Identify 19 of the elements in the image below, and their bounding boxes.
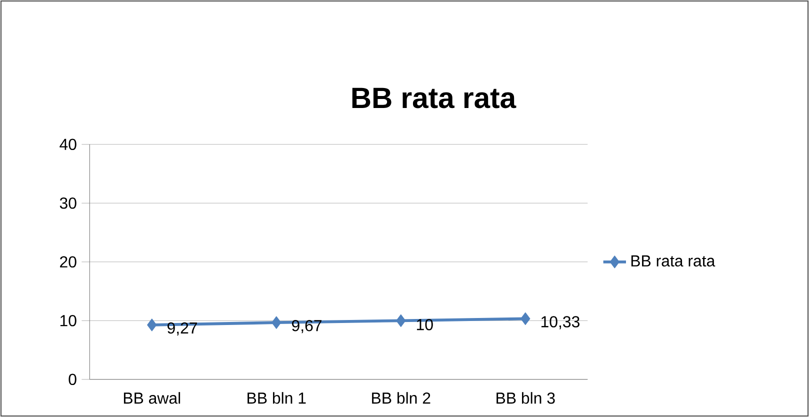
point <box>272 316 282 329</box>
chart-title: BB rata rata <box>352 88 516 108</box>
data-label: 10,33 <box>541 316 580 330</box>
data-label: 9,67 <box>292 320 322 334</box>
x-tick-label: BB bln 3 <box>496 392 555 404</box>
y-tick-label: 10 <box>60 315 76 326</box>
x-tick-label: BB bln 2 <box>372 392 430 404</box>
x-tick-label: BB awal <box>124 392 180 404</box>
point <box>520 312 530 326</box>
data-label: 10 <box>416 318 433 330</box>
point <box>396 314 406 327</box>
y-tick-label: 20 <box>60 256 76 268</box>
data-label: 9,27 <box>168 322 197 336</box>
y-tick-label: 30 <box>60 198 76 209</box>
y-tick-label: 0 <box>68 374 76 386</box>
point <box>147 318 157 332</box>
legend-label: BB rata rata <box>631 255 716 267</box>
x-tick-label: BB bln 1 <box>248 392 306 404</box>
y-tick-label: 40 <box>60 138 76 150</box>
